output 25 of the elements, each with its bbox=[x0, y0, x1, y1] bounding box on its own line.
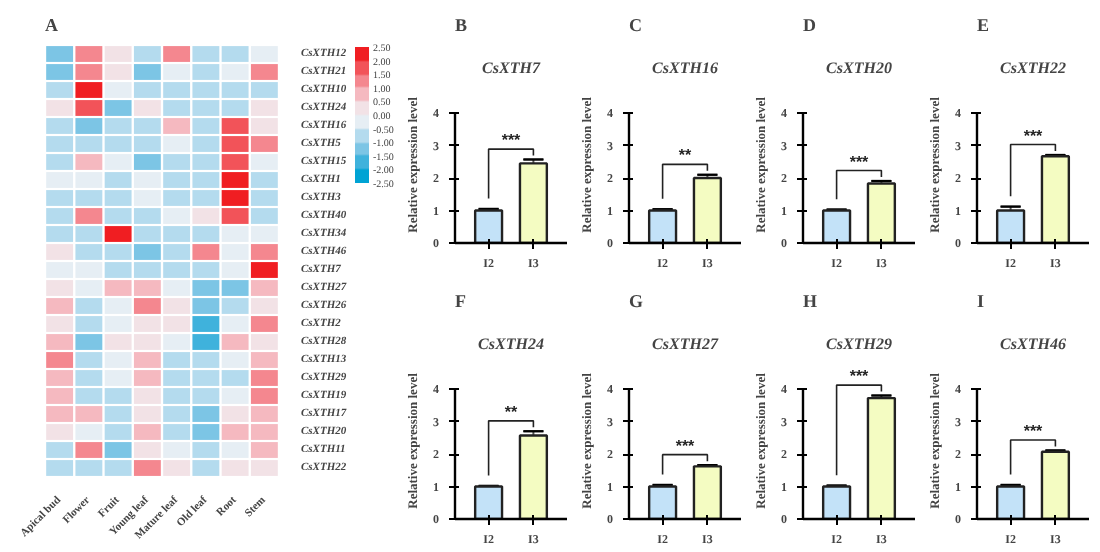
chart-title: CsXTH27 bbox=[652, 335, 720, 353]
chart-title: CsXTH46 bbox=[1000, 335, 1066, 353]
chart-title: CsXTH7 bbox=[482, 59, 542, 77]
text: D bbox=[803, 15, 817, 35]
annotation: *** bbox=[1023, 126, 1045, 145]
text: G bbox=[629, 291, 644, 311]
text: I bbox=[977, 291, 985, 311]
text: C bbox=[629, 15, 642, 35]
annotation: ** bbox=[504, 402, 519, 421]
text: B bbox=[455, 15, 468, 35]
chart-title: CsXTH22 bbox=[1000, 59, 1066, 77]
chart-title: CsXTH29 bbox=[826, 335, 892, 353]
annotation: *** bbox=[501, 131, 523, 150]
chart-title: CsXTH24 bbox=[478, 335, 544, 353]
text: H bbox=[803, 291, 818, 311]
text: E bbox=[977, 15, 990, 35]
annotation: *** bbox=[849, 152, 871, 171]
annotation: ** bbox=[678, 146, 693, 165]
chart-title: CsXTH16 bbox=[652, 59, 718, 77]
text: A bbox=[45, 15, 59, 35]
text: F bbox=[455, 291, 467, 311]
chart-title: CsXTH20 bbox=[826, 59, 892, 77]
annotation: *** bbox=[675, 436, 697, 455]
annotation: *** bbox=[1023, 422, 1045, 441]
text: *** bbox=[849, 367, 871, 386]
